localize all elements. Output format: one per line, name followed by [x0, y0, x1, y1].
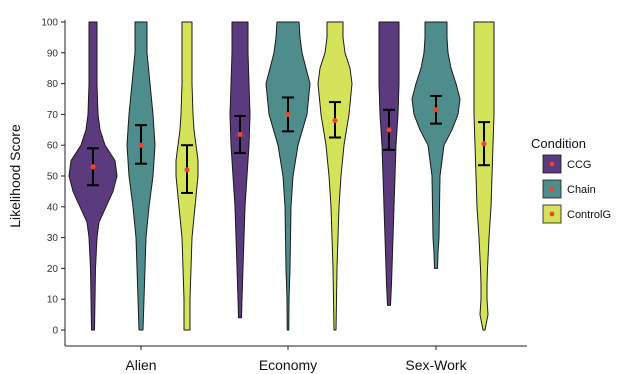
x-tick-label: Alien — [125, 357, 156, 373]
mean-point — [90, 164, 96, 170]
x-tick-label: Sex-Work — [405, 357, 467, 373]
y-tick-label: 60 — [47, 141, 59, 152]
mean-point — [386, 127, 392, 133]
legend-label: Chain — [567, 184, 596, 196]
legend-point — [549, 161, 555, 167]
violin — [473, 21, 495, 331]
violin — [265, 21, 311, 331]
y-tick-label: 50 — [47, 172, 59, 183]
legend-label: CCG — [567, 159, 591, 171]
y-tick-label: 90 — [47, 48, 59, 59]
legend-point — [549, 186, 555, 192]
violin — [317, 21, 353, 331]
y-tick-label: 20 — [47, 264, 59, 275]
violin — [378, 21, 400, 306]
y-tick-label: 0 — [52, 326, 58, 337]
y-tick-label: 40 — [47, 202, 59, 213]
legend-title: Condition — [531, 136, 586, 151]
mean-point — [138, 142, 144, 148]
y-tick-label: 80 — [47, 79, 59, 90]
legend-point — [549, 211, 555, 217]
y-tick-label: 30 — [47, 233, 59, 244]
x-tick-label: Economy — [259, 357, 317, 373]
mean-point — [285, 111, 291, 117]
violin — [411, 21, 461, 269]
y-tick-label: 10 — [47, 295, 59, 306]
legend-label: ControlG — [567, 209, 611, 221]
mean-point — [237, 131, 243, 138]
mean-point — [433, 107, 439, 113]
mean-point — [481, 141, 487, 147]
mean-point — [332, 117, 338, 124]
y-tick-label: 70 — [47, 110, 59, 121]
y-tick-label: 100 — [41, 18, 58, 29]
violin — [126, 21, 156, 331]
violin — [229, 21, 251, 319]
y-axis-title: Likelihood Score — [7, 124, 23, 228]
mean-point — [184, 167, 190, 173]
